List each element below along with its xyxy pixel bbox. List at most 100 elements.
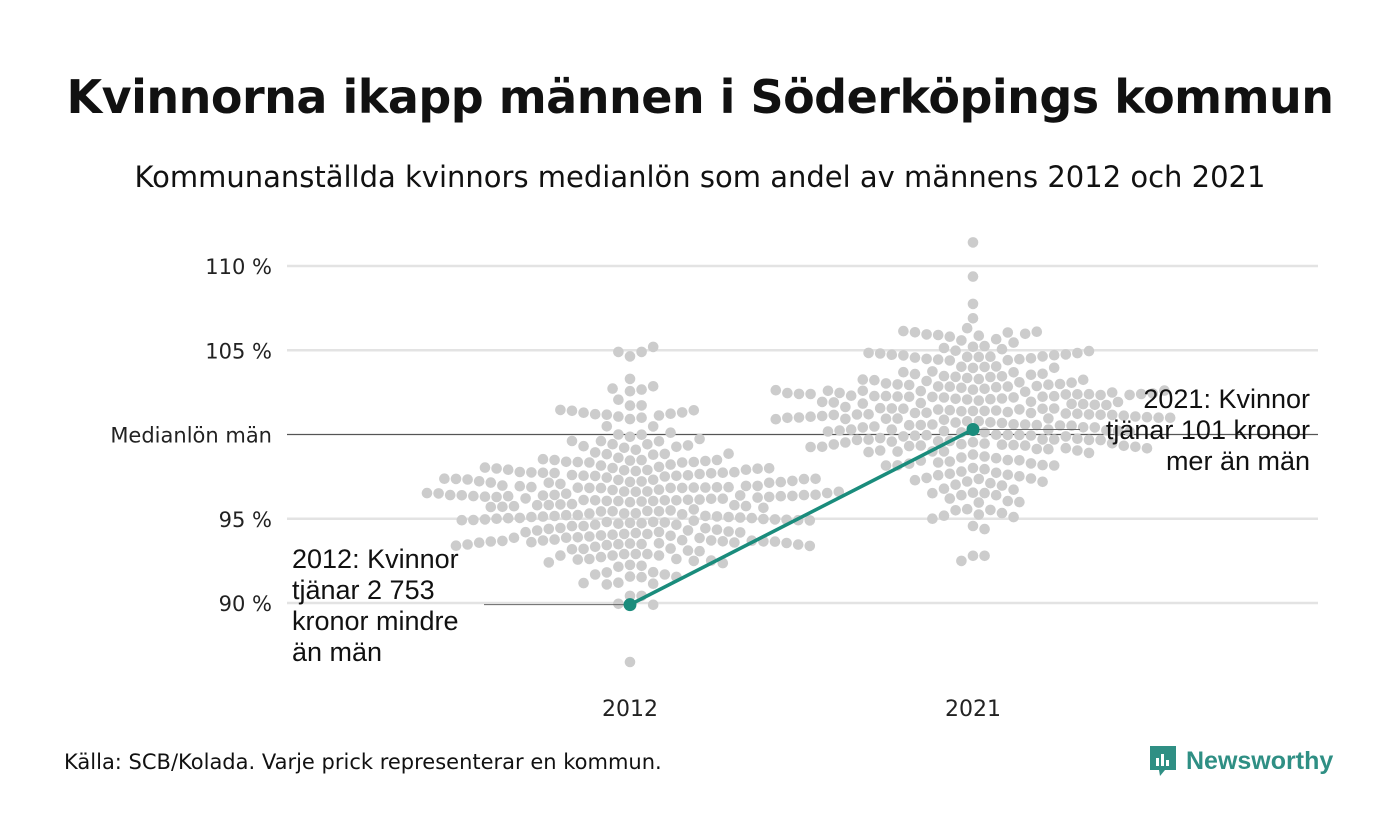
municipality-dot [863, 347, 874, 359]
municipality-dot [671, 441, 682, 453]
municipality-dot [589, 541, 601, 553]
municipality-dot [1002, 495, 1014, 507]
municipality-dot [1106, 409, 1118, 421]
municipality-dot [1130, 411, 1141, 422]
municipality-dot [944, 355, 956, 366]
municipality-dot [543, 477, 555, 489]
municipality-dot [618, 465, 630, 476]
municipality-dot [1002, 429, 1014, 441]
municipality-dot [834, 425, 845, 436]
municipality-dot [880, 378, 892, 389]
municipality-dot [1037, 351, 1048, 362]
municipality-dot [729, 537, 740, 548]
municipality-dot [1008, 419, 1019, 430]
municipality-dot [636, 454, 647, 466]
municipality-dot [967, 362, 979, 374]
municipality-dot [473, 476, 485, 487]
municipality-dot [444, 489, 456, 501]
municipality-dot [537, 490, 549, 501]
municipality-dot [798, 489, 810, 501]
municipality-dot [950, 417, 961, 428]
municipality-dot [828, 397, 840, 408]
municipality-dot [985, 393, 996, 405]
municipality-dot [618, 442, 630, 454]
municipality-dot [927, 366, 938, 377]
municipality-dot [624, 496, 636, 508]
municipality-dot [805, 441, 816, 453]
municipality-dot [804, 540, 816, 552]
municipality-dot [734, 490, 746, 501]
municipality-dot [1106, 438, 1118, 449]
municipality-dot [665, 459, 676, 470]
municipality-dot [456, 514, 468, 526]
municipality-dot [956, 361, 967, 373]
municipality-dot [961, 503, 973, 515]
municipality-dot [898, 403, 909, 415]
municipality-dot [1072, 445, 1083, 456]
municipality-dot [857, 374, 869, 385]
municipality-dot [543, 523, 555, 535]
municipality-dot [961, 476, 973, 487]
municipality-dot [647, 449, 659, 461]
municipality-dot [990, 489, 1002, 501]
municipality-dot [700, 510, 711, 522]
municipality-dot [932, 381, 944, 392]
municipality-dot [624, 559, 636, 571]
municipality-dot [938, 392, 950, 403]
municipality-dot [1037, 403, 1048, 415]
municipality-dot [828, 409, 840, 421]
municipality-dot [468, 490, 479, 502]
municipality-dot [834, 387, 845, 399]
municipality-dot [1066, 377, 1077, 389]
municipality-dot [624, 413, 636, 425]
municipality-dot [653, 506, 665, 517]
municipality-dot [840, 413, 851, 425]
municipality-dot [956, 382, 967, 394]
municipality-dot [636, 412, 647, 424]
municipality-dot [1072, 408, 1083, 420]
municipality-dot [549, 454, 560, 466]
municipality-dot [1019, 440, 1031, 451]
municipality-dot [927, 419, 938, 430]
municipality-dot [734, 527, 746, 538]
municipality-dot [979, 550, 990, 562]
municipality-dot [1008, 484, 1019, 496]
municipality-dot [607, 462, 618, 474]
municipality-dot [921, 429, 932, 441]
municipality-dot [938, 342, 950, 354]
municipality-dot [647, 474, 659, 486]
municipality-dot [874, 402, 886, 414]
municipality-dot [485, 536, 497, 547]
municipality-dot [636, 571, 647, 583]
municipality-dot [758, 513, 769, 525]
municipality-dot [898, 325, 909, 337]
municipality-dot [782, 387, 793, 399]
municipality-dot [944, 468, 956, 480]
municipality-dot [717, 536, 729, 547]
municipality-dot [985, 477, 996, 489]
municipality-dot [688, 504, 700, 515]
municipality-dot [514, 480, 526, 492]
municipality-dot [665, 427, 676, 439]
municipality-dot [793, 388, 805, 400]
municipality-dot [624, 656, 636, 668]
municipality-dot [508, 500, 520, 512]
municipality-dot [584, 553, 595, 565]
municipality-dot [792, 539, 804, 550]
municipality-dot [729, 499, 740, 511]
municipality-dot [526, 536, 537, 548]
municipality-dot [647, 599, 659, 611]
municipality-dot [770, 384, 782, 396]
municipality-dot [1101, 425, 1112, 436]
municipality-dot [909, 407, 921, 419]
municipality-dot [909, 430, 921, 442]
municipality-dot [636, 476, 647, 487]
municipality-dot [653, 410, 665, 421]
municipality-dot [921, 375, 932, 387]
municipality-dot [549, 467, 560, 479]
y-tick-label: Medianlön män [110, 424, 272, 448]
municipality-dot [711, 454, 723, 466]
municipality-dot [787, 490, 798, 502]
municipality-dot [624, 538, 636, 549]
chart-title: Kvinnorna ikapp männen i Söderköpings ko… [66, 70, 1334, 124]
